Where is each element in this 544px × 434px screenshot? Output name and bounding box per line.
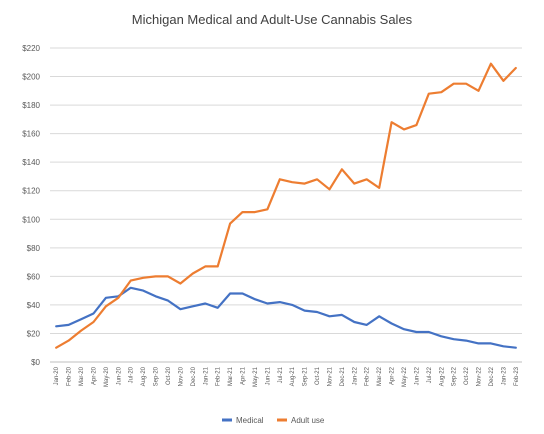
y-tick-label: $160: [22, 130, 40, 139]
y-tick-label: $120: [22, 187, 40, 196]
x-tick-label: Jun-22: [414, 366, 420, 385]
x-tick-label: May-20: [104, 366, 110, 387]
x-tick-label: Jul-20: [129, 366, 135, 383]
x-tick-label: Dec-21: [340, 366, 346, 386]
x-tick-label: Jan-20: [54, 366, 60, 385]
x-tick-label: Sep-20: [154, 366, 160, 386]
x-tick-label: Feb-20: [67, 366, 73, 386]
x-tick-label: Jan-22: [352, 366, 358, 385]
y-tick-label: $20: [27, 329, 41, 338]
x-tick-label: Jul-22: [427, 366, 433, 383]
y-tick-label: $180: [22, 101, 40, 110]
y-axis-ticks: $0 $20 $40 $60 $80 $100 $120 $140 $160 $180 $200 $2…: [22, 44, 40, 367]
chart-title: Michigan Medical and Adult-Use Cannabis …: [132, 12, 413, 27]
x-tick-label: Jun-21: [265, 366, 271, 385]
y-tick-label: $100: [22, 215, 40, 224]
x-axis-ticks: Jan-20 Feb-20 Mar-20 Apr-20 May-20 Jun-20 Jul-…: [54, 366, 520, 387]
x-tick-label: Oct-22: [464, 366, 470, 385]
x-tick-label: Oct-21: [315, 366, 321, 385]
x-tick-label: Feb-21: [216, 366, 222, 386]
x-tick-label: Aug-22: [439, 366, 445, 386]
x-tick-label: Oct-20: [166, 366, 172, 385]
series-line-medical: [55, 286, 517, 349]
x-tick-label: Jun-20: [116, 366, 122, 385]
gridlines: [50, 47, 522, 363]
x-tick-label: Mar-22: [377, 366, 383, 386]
legend-label: Adult use: [291, 416, 325, 425]
y-tick-label: $60: [27, 272, 41, 281]
x-tick-label: Nov-21: [327, 366, 333, 386]
x-tick-label: Apr-20: [91, 366, 97, 385]
y-tick-label: $220: [22, 44, 40, 53]
x-tick-label: Mar-20: [79, 366, 85, 386]
x-tick-label: Sep-22: [452, 366, 458, 386]
legend-label: Medical: [236, 416, 264, 425]
x-tick-label: May-22: [402, 366, 408, 387]
y-tick-label: $0: [31, 358, 40, 367]
x-tick-label: Apr-22: [390, 366, 396, 385]
series-line-adult-use: [55, 62, 517, 349]
x-tick-label: Dec-20: [191, 366, 197, 386]
x-tick-label: Dec-22: [489, 366, 495, 386]
x-tick-label: Aug-21: [290, 366, 296, 386]
y-tick-label: $140: [22, 158, 40, 167]
x-tick-label: May-21: [253, 366, 259, 387]
x-tick-label: Mar-21: [228, 366, 234, 386]
x-tick-label: Jan-21: [203, 366, 209, 385]
x-tick-label: Jan-23: [501, 366, 507, 385]
x-tick-label: Feb-22: [365, 366, 371, 386]
x-tick-label: Apr-21: [241, 366, 247, 385]
series-lines: [55, 62, 517, 349]
x-tick-label: Aug-20: [141, 366, 147, 386]
legend: Medical Adult use: [222, 416, 325, 425]
x-tick-label: Sep-21: [303, 366, 309, 386]
y-tick-label: $80: [27, 244, 41, 253]
x-tick-label: Jul-21: [278, 366, 284, 383]
y-tick-label: $40: [27, 301, 41, 310]
x-tick-label: Nov-20: [178, 366, 184, 386]
y-tick-label: $200: [22, 73, 40, 82]
x-tick-label: Nov-22: [477, 366, 483, 386]
x-tick-label: Feb-23: [514, 366, 520, 386]
